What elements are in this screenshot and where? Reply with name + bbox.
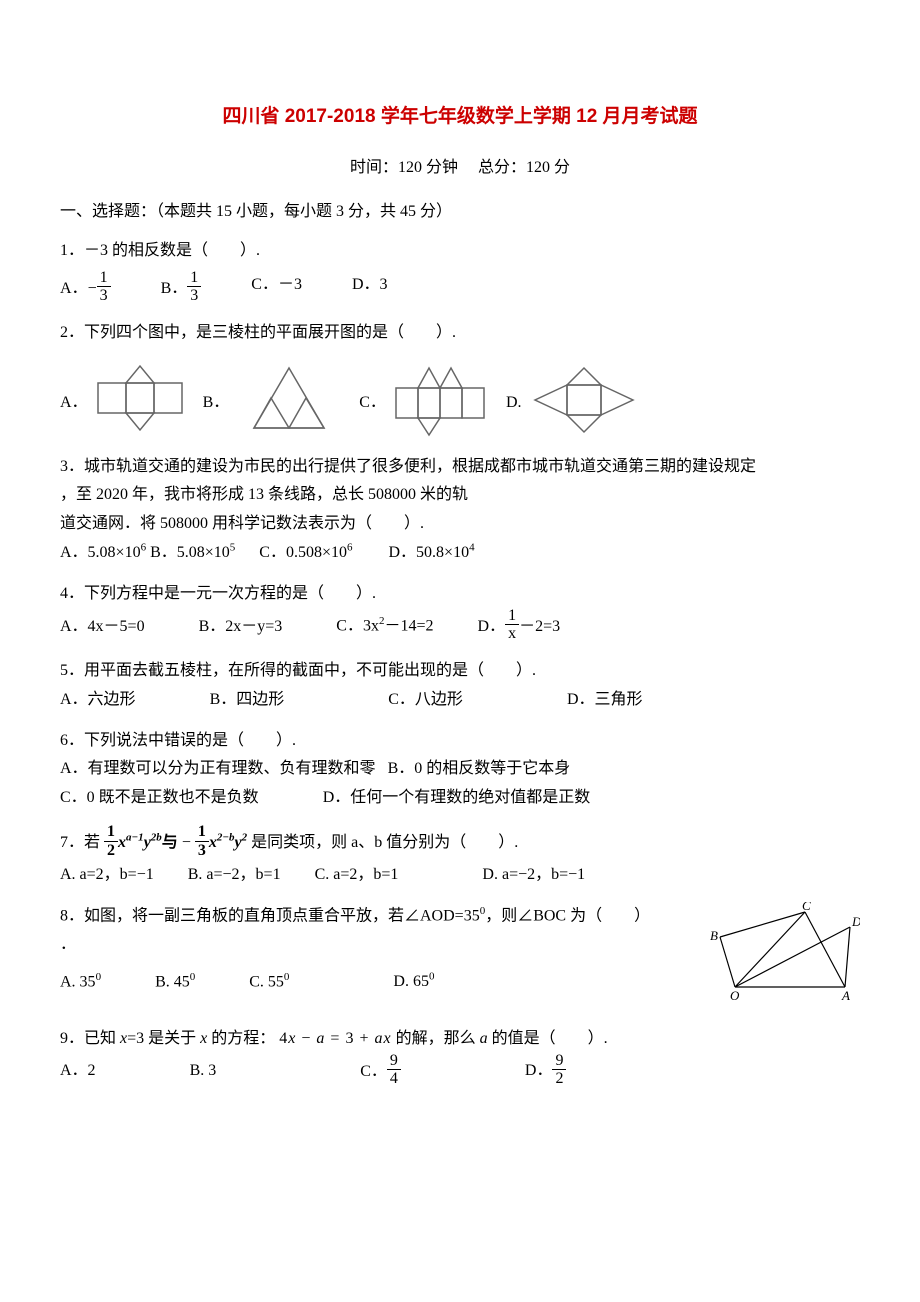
q6-optD: D．任何一个有理数的绝对值都是正数 [323, 789, 591, 806]
q2-labelC: C． [359, 389, 386, 438]
question-7: 7．若 12xa−1y2b与 − 13x2−by2 是同类项，则 a、b 值分别… [60, 825, 860, 890]
q1-optD: D．3 [352, 271, 388, 307]
score-label: 总分：120 分 [478, 159, 570, 176]
q5-optC: C．八边形 [388, 686, 463, 715]
q3-optA: A．5.08×106 [60, 544, 146, 561]
q8-figure: O A B C D [710, 902, 860, 1013]
q7-optB: B. a=−2，b=1 [188, 861, 281, 890]
svg-text:D: D [851, 914, 860, 929]
question-1: 1．－3 的相反数是（ ）. A．−13 B．13 C．－3 D．3 [60, 237, 860, 307]
q5-options: A．六边形 B．四边形 C．八边形 D．三角形 [60, 686, 860, 715]
svg-text:O: O [730, 988, 740, 1002]
question-8: 8．如图，将一副三角板的直角顶点重合平放，若∠AOD=350，则∠BOC 为（ … [60, 902, 860, 1013]
q7-options: A. a=2，b=−1 B. a=−2，b=1 C. a=2，b=1 D. a=… [60, 861, 860, 890]
exam-title: 四川省 2017-2018 学年七年级数学上学期 12 月月考试题 [60, 100, 860, 134]
q5-stem: 5．用平面去截五棱柱，在所得的截面中，不可能出现的是（ ）. [60, 657, 860, 686]
svg-text:B: B [710, 928, 718, 943]
q9-optC: C．94 [360, 1054, 401, 1090]
q5-optB: B．四边形 [210, 686, 285, 715]
svg-text:C: C [802, 902, 811, 913]
q4-optA: A．4x－5=0 [60, 613, 145, 642]
q3-optD: D．50.8×104 [389, 544, 475, 561]
q7-optD: D. a=−2，b=−1 [482, 866, 585, 883]
q1-optB: B．13 [161, 271, 202, 307]
q2-figures: A． B． C． [60, 363, 860, 438]
q1-optC: C．－3 [251, 271, 302, 307]
exam-subtitle: 时间：120 分钟 总分：120 分 [60, 154, 860, 183]
question-5: 5．用平面去截五棱柱，在所得的截面中，不可能出现的是（ ）. A．六边形 B．四… [60, 657, 860, 715]
q4-optC: C．3x2－14=2 [336, 612, 433, 641]
q7-stem: 7．若 12xa−1y2b与 − 13x2−by2 是同类项，则 a、b 值分别… [60, 825, 860, 861]
q2-stem: 2．下列四个图中，是三棱柱的平面展开图的是（ ）. [60, 319, 860, 348]
q2-labelD: D. [506, 389, 522, 438]
q4-options: A．4x－5=0 B．2x－y=3 C．3x2－14=2 D．1x－2=3 [60, 609, 860, 645]
q1-optA: A．−13 [60, 271, 111, 307]
q6-optC: C．0 既不是正数也不是负数 [60, 789, 259, 806]
q8-optD: D. 650 [393, 973, 434, 990]
question-3: 3．城市轨道交通的建设为市民的出行提供了很多便利，根据成都市城市轨道交通第三期的… [60, 453, 860, 569]
q3-optC: C．0.508×106 [259, 544, 352, 561]
q2-figD [527, 363, 642, 438]
q8-options: A. 350 B. 450 C. 550 D. 650 [60, 968, 700, 997]
q8-optA: A. 350 [60, 968, 101, 997]
time-label: 时间：120 分钟 [350, 159, 458, 176]
q5-optD: D．三角形 [567, 691, 643, 708]
q1-stem: 1．－3 的相反数是（ ）. [60, 237, 860, 266]
q4-optD: D．1x－2=3 [478, 618, 561, 635]
q7-optC: C. a=2，b=1 [315, 861, 399, 890]
q2-labelB: B． [203, 389, 230, 438]
q3-options: A．5.08×106 B．5.08×105 C．0.508×106 D．50.8… [60, 539, 860, 568]
svg-text:A: A [841, 988, 850, 1002]
q9-stem: 9．已知 x=3 是关于 x 的方程： 4x − a = 3 + ax 的解，那… [60, 1025, 860, 1054]
q6-stem: 6．下列说法中错误的是（ ）. [60, 727, 860, 756]
q2-figB [234, 363, 344, 438]
q4-optB: B．2x－y=3 [199, 613, 283, 642]
q9-optA: A．2 [60, 1057, 96, 1086]
q7-optA: A. a=2，b=−1 [60, 861, 154, 890]
q6-optA: A．有理数可以分为正有理数、负有理数和零 [60, 760, 376, 777]
q9-optD: D．92 [525, 1062, 567, 1079]
q4-stem: 4．下列方程中是一元一次方程的是（ ）. [60, 580, 860, 609]
q8-dot: ． [60, 931, 700, 960]
q8-optC: C. 550 [249, 968, 289, 997]
question-9: 9．已知 x=3 是关于 x 的方程： 4x − a = 3 + ax 的解，那… [60, 1025, 860, 1090]
q9-optB: B. 3 [190, 1057, 217, 1086]
question-6: 6．下列说法中错误的是（ ）. A．有理数可以分为正有理数、负有理数和零 B．0… [60, 727, 860, 813]
q2-figC [391, 363, 491, 438]
section-1-header: 一、选择题：（本题共 15 小题，每小题 3 分，共 45 分） [60, 198, 860, 227]
q8-stem: 8．如图，将一副三角板的直角顶点重合平放，若∠AOD=350，则∠BOC 为（ … [60, 902, 700, 931]
q6-optB: B．0 的相反数等于它本身 [388, 760, 571, 777]
q3-stem1: 3．城市轨道交通的建设为市民的出行提供了很多便利，根据成都市城市轨道交通第三期的… [60, 453, 860, 482]
question-2: 2．下列四个图中，是三棱柱的平面展开图的是（ ）. A． B． [60, 319, 860, 438]
q3-stem2: ，至 2020 年，我市将形成 13 条线路，总长 508000 米的轨 [60, 481, 860, 510]
q3-optB: B．5.08×105 [150, 544, 235, 561]
question-4: 4．下列方程中是一元一次方程的是（ ）. A．4x－5=0 B．2x－y=3 C… [60, 580, 860, 645]
q6-row1: A．有理数可以分为正有理数、负有理数和零 B．0 的相反数等于它本身 [60, 755, 860, 784]
q8-optB: B. 450 [155, 968, 195, 997]
q3-stem3: 道交通网．将 508000 用科学记数法表示为（ ）. [60, 510, 860, 539]
q1-options: A．−13 B．13 C．－3 D．3 [60, 271, 860, 307]
q5-optA: A．六边形 [60, 686, 136, 715]
q2-labelA: A． [60, 389, 88, 438]
q9-options: A．2 B. 3 C．94 D．92 [60, 1054, 860, 1090]
q6-row2: C．0 既不是正数也不是负数 D．任何一个有理数的绝对值都是正数 [60, 784, 860, 813]
q2-figA [93, 363, 188, 438]
